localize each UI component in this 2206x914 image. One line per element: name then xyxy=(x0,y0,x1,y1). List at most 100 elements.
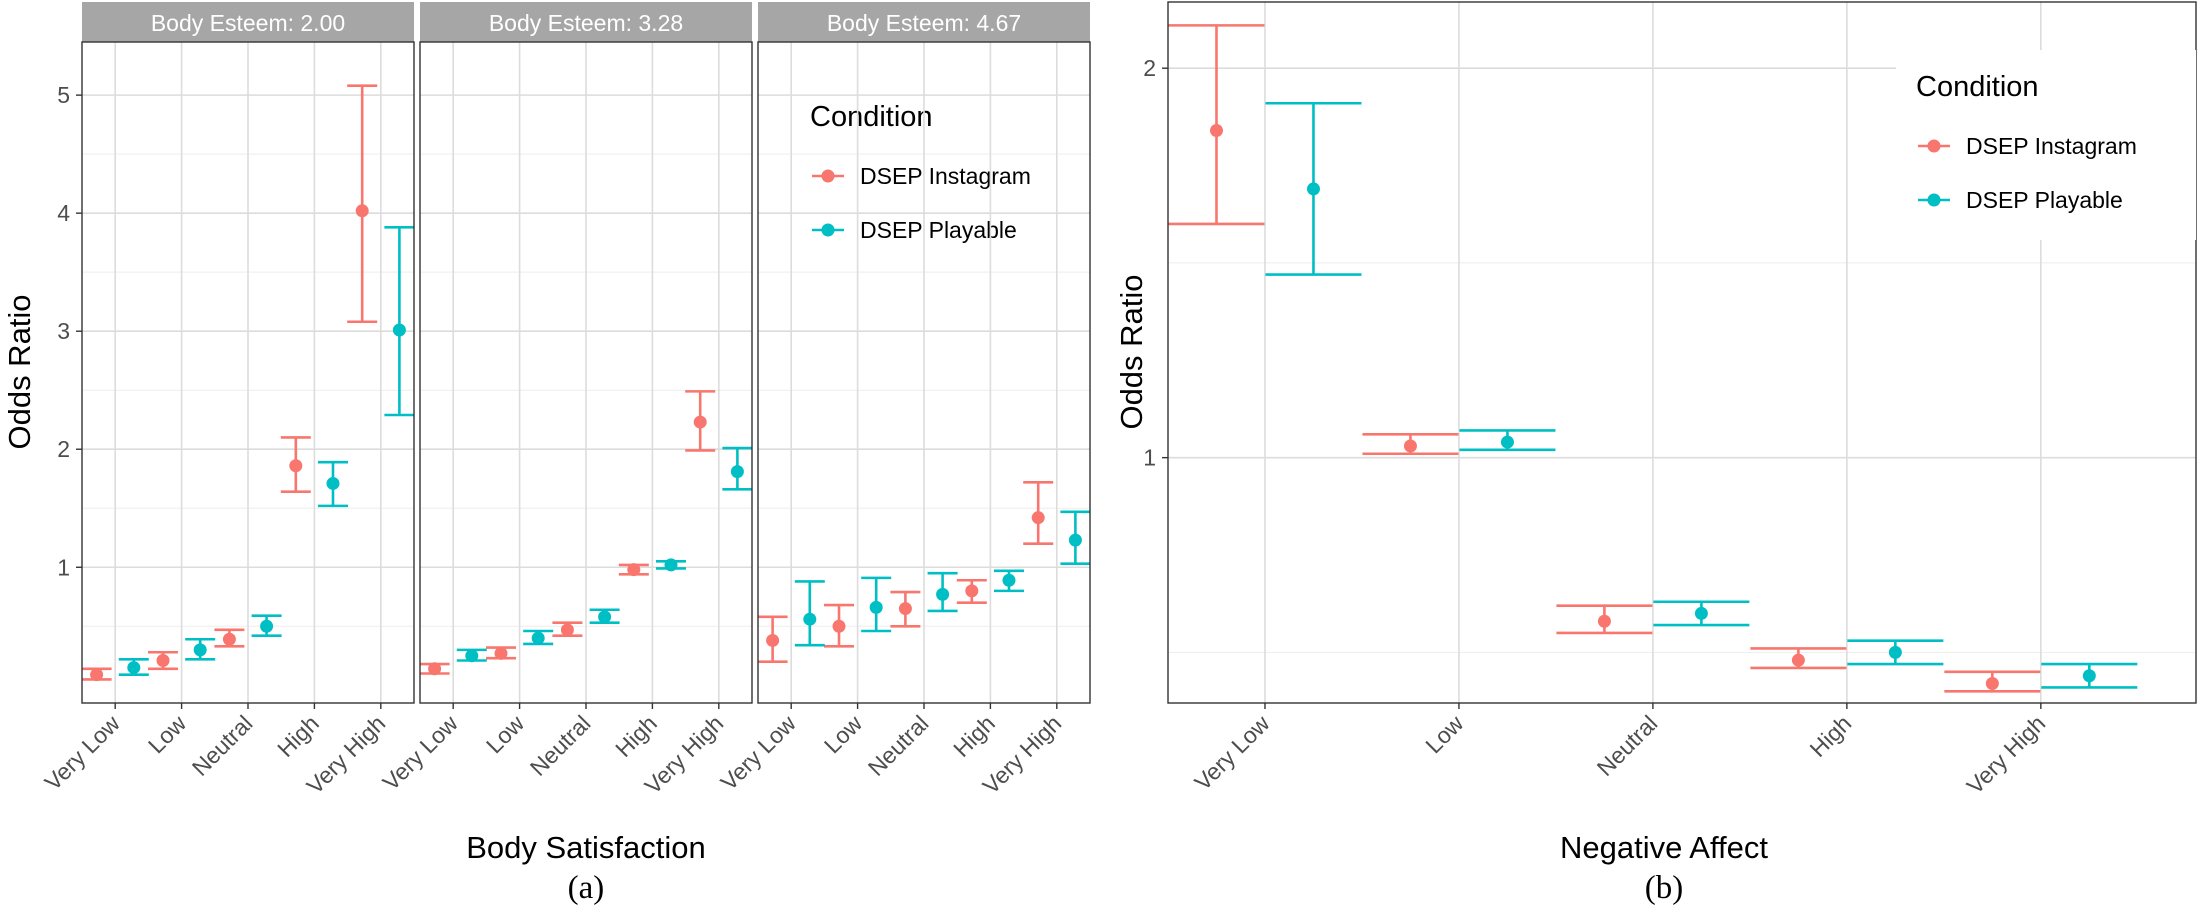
data-point xyxy=(1597,614,1611,628)
x-tick-label: High xyxy=(948,710,1000,762)
series-dsep-instagram xyxy=(757,480,1054,663)
facet-strip xyxy=(82,2,414,42)
data-point xyxy=(965,584,979,598)
x-axis-title: Negative Affect xyxy=(1560,830,1768,865)
chart-b: 1 2 Very Low Low Neutral High Very High Conditi… xyxy=(1114,1,2197,906)
legend-key-point xyxy=(821,223,835,237)
x-tick-label: Low xyxy=(819,710,867,758)
y-tick-label: 1 xyxy=(57,554,70,580)
x-tick-label: Very High xyxy=(1961,710,2050,799)
subplot-label-a: (a) xyxy=(568,870,605,906)
data-point xyxy=(90,668,104,682)
data-point xyxy=(560,623,574,637)
y-tick-label: 5 xyxy=(57,82,70,108)
data-point xyxy=(260,619,274,633)
legend-key-point xyxy=(821,169,835,183)
series-dsep-playable xyxy=(1265,101,2138,689)
series-dsep-playable xyxy=(456,446,753,663)
x-tick-label: Very Low xyxy=(1189,710,1275,796)
series-dsep-playable xyxy=(794,510,1091,647)
data-point xyxy=(1694,606,1708,620)
data-point xyxy=(2082,669,2096,683)
x-tick-label: Very Low xyxy=(39,710,125,796)
data-point xyxy=(1888,645,1902,659)
legend-title: Condition xyxy=(810,101,933,133)
data-point xyxy=(289,459,303,473)
data-point xyxy=(1306,182,1320,196)
data-point xyxy=(193,643,207,657)
x-tick-label: Neutral xyxy=(525,710,596,781)
data-point xyxy=(465,649,479,663)
legend-key-point xyxy=(1927,139,1941,153)
x-tick-label: Low xyxy=(481,710,529,758)
x-tick-label: Very Low xyxy=(715,710,801,796)
y-tick-label: 1 xyxy=(1143,445,1156,471)
data-point xyxy=(222,632,236,646)
x-tick-label: Neutral xyxy=(863,710,934,781)
data-point xyxy=(898,602,912,616)
x-tick-label: High xyxy=(610,710,662,762)
subplot-label-b: (b) xyxy=(1645,870,1683,906)
series-dsep-instagram xyxy=(81,84,378,682)
data-point xyxy=(531,631,545,645)
legend: Condition DSEP Instagram DSEP Playable xyxy=(790,80,1090,285)
legend-label: DSEP Playable xyxy=(1966,187,2123,213)
data-point xyxy=(494,646,508,660)
x-tick-label: Very Low xyxy=(377,710,463,796)
data-point xyxy=(936,587,950,601)
legend-label: DSEP Playable xyxy=(860,217,1017,243)
data-point xyxy=(598,610,612,624)
y-axis-title: Odds Ratio xyxy=(1114,274,1149,429)
data-point xyxy=(392,323,406,337)
series-dsep-instagram xyxy=(419,390,716,676)
x-tick-label: High xyxy=(1805,710,1857,762)
data-point xyxy=(832,619,846,633)
data-point xyxy=(1031,511,1045,525)
data-point xyxy=(803,612,817,626)
panel-border xyxy=(1167,1,2197,704)
data-point xyxy=(1403,439,1417,453)
data-point xyxy=(127,661,141,675)
x-tick-label: Neutral xyxy=(1592,710,1663,781)
data-point xyxy=(730,465,744,479)
legend-label: DSEP Instagram xyxy=(860,163,1031,189)
x-tick-label: High xyxy=(272,710,324,762)
data-point xyxy=(1209,124,1223,138)
legend-background xyxy=(790,80,1090,285)
y-tick-label: 2 xyxy=(57,436,70,462)
data-point xyxy=(1068,533,1082,547)
chart-a: Body Esteem: 2.00 Body Esteem: 3.28 Body E… xyxy=(2,2,1090,906)
legend-title: Condition xyxy=(1916,71,2039,103)
facet-strip-label: Body Esteem: 2.00 xyxy=(151,10,345,36)
y-tick-label: 4 xyxy=(57,200,70,226)
data-point xyxy=(156,654,170,668)
data-point xyxy=(1985,677,1999,691)
y-tick-label: 2 xyxy=(1143,55,1156,81)
legend-label: DSEP Instagram xyxy=(1966,133,2137,159)
facet-strip xyxy=(758,2,1090,42)
legend: Condition DSEP Instagram DSEP Playable xyxy=(1896,50,2196,240)
x-tick-label: Low xyxy=(1420,710,1468,758)
series-dsep-instagram xyxy=(1168,24,2041,693)
x-axis-title: Body Satisfaction xyxy=(466,830,706,865)
x-tick-label: Low xyxy=(143,710,191,758)
data-point xyxy=(693,415,707,429)
data-point xyxy=(766,633,780,647)
legend-key-point xyxy=(1927,193,1941,207)
data-point xyxy=(428,662,442,676)
data-point xyxy=(1791,653,1805,667)
facet-strip-label: Body Esteem: 3.28 xyxy=(489,10,683,36)
series-dsep-playable xyxy=(118,226,415,676)
facet-strip xyxy=(420,2,752,42)
data-point xyxy=(869,600,883,614)
y-axis-title: Odds Ratio xyxy=(2,294,37,449)
y-tick-label: 3 xyxy=(57,318,70,344)
data-point xyxy=(664,558,678,572)
data-point xyxy=(1500,435,1514,449)
data-point xyxy=(627,563,641,577)
data-point xyxy=(355,204,369,218)
facet-strip-label: Body Esteem: 4.67 xyxy=(827,10,1021,36)
